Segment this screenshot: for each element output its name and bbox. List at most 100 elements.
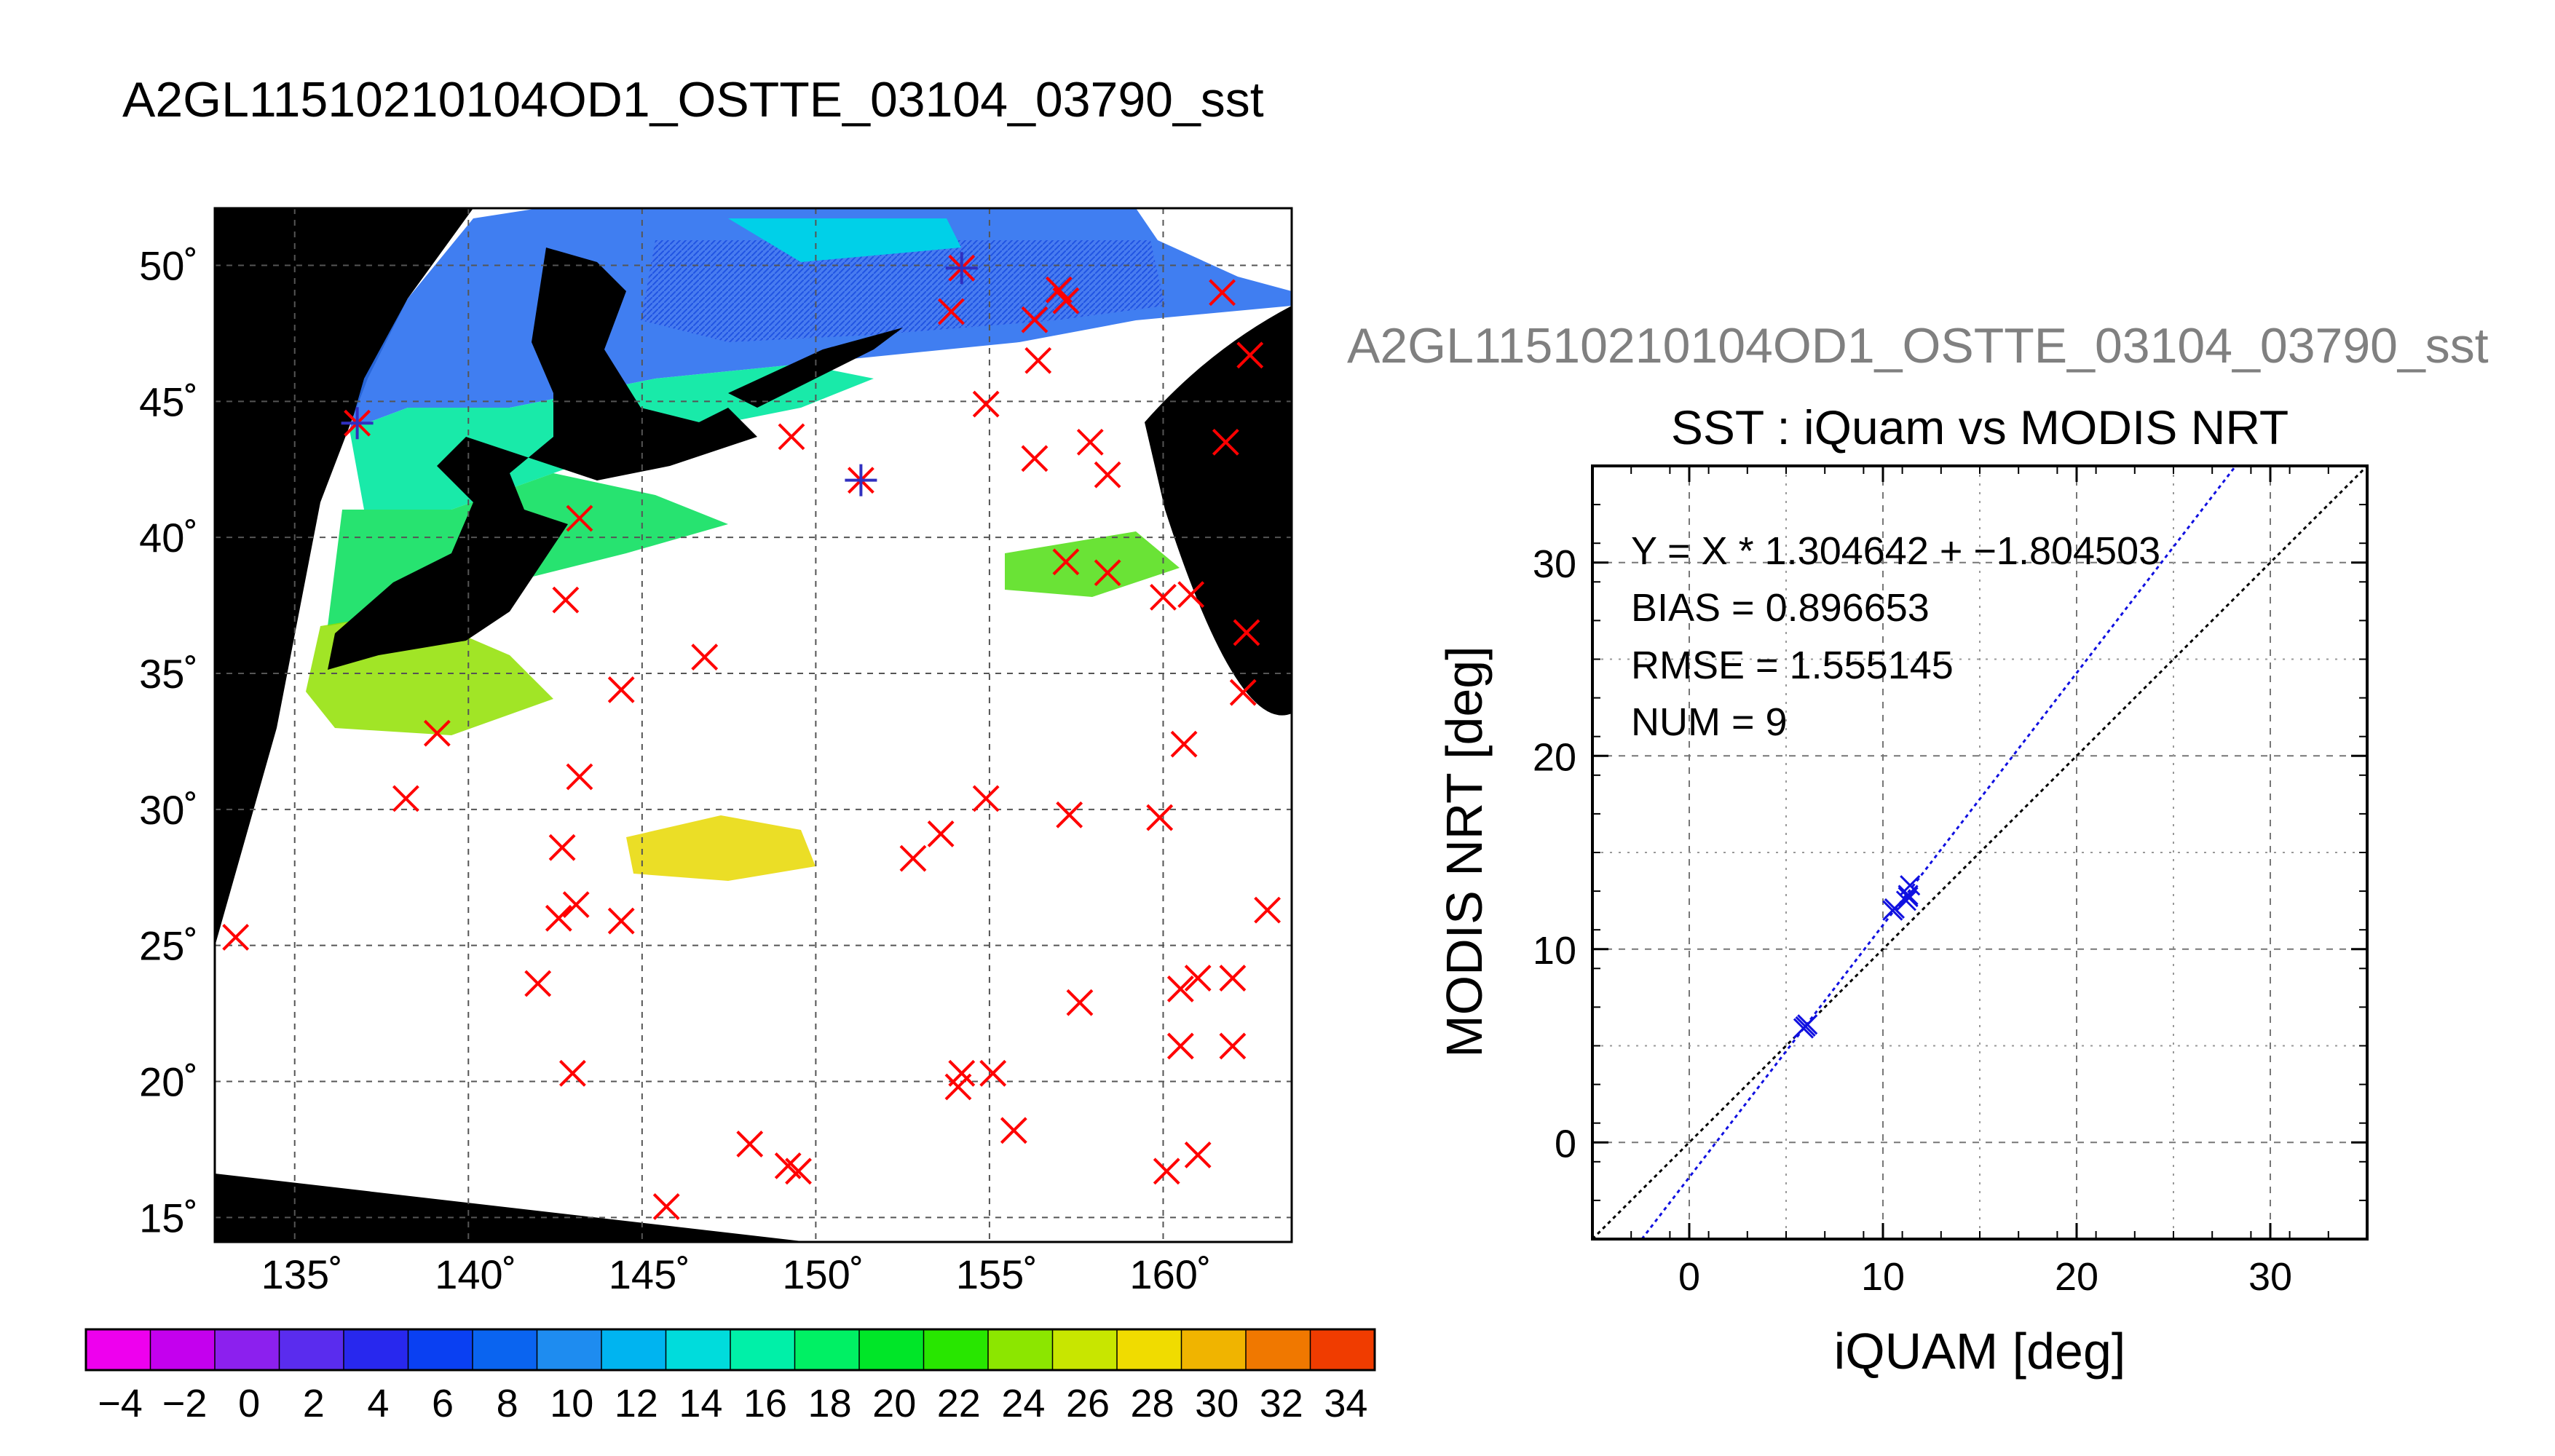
buoy-marker [972,390,1000,418]
colorbar-tick-label: 30 [1195,1382,1239,1425]
regression-fit-line [1640,465,2237,1240]
latitude-tick-label: 45˚ [139,379,198,424]
figure-title: A2GL11510210104OD1_OSTTE_03104_03790_sst [122,72,1264,127]
buoy-marker [1184,1142,1212,1168]
buoy-marker [1219,1032,1247,1060]
colorbar-tick-label: 28 [1131,1382,1174,1425]
longitude-tick-label: 145˚ [609,1251,690,1297]
scatter-point [1793,1018,1814,1039]
longitude-tick-label: 140˚ [435,1251,516,1297]
buoy-marker [1045,276,1073,304]
x-tick-label: 10 [1861,1255,1905,1299]
colorbar-tick-label: 8 [497,1382,518,1425]
buoy-marker [548,834,576,861]
buoy-marker [691,644,719,670]
colorbar-cell [923,1329,989,1370]
colorbar: −4 −2 0 2 4 6 8 10 12 14 16 18 20 22 24 26 28 30 32 34 [84,1328,1376,1425]
latitude-tick-label: 30˚ [139,787,198,833]
scatter-points [1793,875,1921,1039]
colorbar-cell [344,1329,409,1370]
colorbar-cell [537,1329,602,1370]
latitude-tick-label: 50˚ [139,242,198,288]
colorbar-cell [988,1329,1054,1370]
buoy-marker [948,1059,976,1087]
colorbar-labels: −4 −2 0 2 4 6 8 10 12 14 16 18 20 22 24 26 28 30 32 34 [98,1382,1367,1425]
stat-rmse: RMSE = 1.555145 [1631,644,1954,687]
map-imagery [215,208,1292,1242]
buoy-marker [1000,1117,1027,1144]
buoy-marker [607,676,635,703]
longitude-tick-label: 155˚ [956,1251,1038,1297]
identity-line [1591,464,2369,1241]
buoy-marker [979,1059,1007,1087]
y-axis-label: MODIS NRT [deg] [1436,646,1493,1057]
colorbar-cell [279,1329,344,1370]
colorbar-tick-label: 18 [808,1382,852,1425]
buoy-marker [558,1059,586,1087]
buoy-marker [222,924,250,951]
buoy-marker [736,1131,764,1158]
scatter-file-label: A2GL11510210104OD1_OSTTE_03104_03790_sst [1347,318,2489,373]
colorbar-cell [859,1329,925,1370]
colorbar-tick-label: 34 [1324,1382,1367,1425]
latitude-tick-label: 35˚ [139,651,198,697]
stat-equation: Y = X * 1.304642 + −1.804503 [1631,529,2160,573]
colorbar-tick-label: −4 [98,1382,143,1425]
buoy-marker [392,785,419,812]
buoy-marker [1229,678,1257,706]
buoy-marker [1052,287,1080,314]
colorbar-cell [215,1329,280,1370]
kuril-islands [728,328,903,408]
colorbar-tick-label: 26 [1066,1382,1110,1425]
buoy-marker [774,1152,802,1179]
scatter-point [1898,885,1919,906]
buoy-marker [524,970,552,997]
colorbar-cell [1310,1329,1375,1370]
longitude-labels: 135˚ 140˚ 145˚ 150˚ 155˚ 160˚ [261,1251,1212,1297]
colorbar-cell [730,1329,796,1370]
latitude-labels: 15˚ 20˚ 25˚ 30˚ 35˚ 40˚ 45˚ 50˚ [139,242,198,1241]
japan-land [328,248,757,670]
x-tick-label: 30 [2248,1255,2292,1299]
x-tick-label: 0 [1678,1255,1700,1299]
latitude-tick-label: 15˚ [139,1195,198,1241]
buoy-marker [899,844,927,872]
buoy-marker [1184,965,1212,992]
buoy-marker [562,891,590,919]
y-tick-label: 30 [1533,542,1576,586]
colorbar-cell [1246,1329,1311,1370]
buoy-marker [1056,801,1083,828]
colorbar-cell [1181,1329,1247,1370]
buoy-marker [1233,619,1260,646]
buoy-marker [1094,461,1121,488]
scatter-panel: A2GL11510210104OD1_OSTTE_03104_03790_sst… [1347,318,2489,1380]
buoy-marker [652,1193,680,1220]
colorbar-cell [794,1329,860,1370]
scatter-point [1895,890,1916,911]
colorbar-tick-label: 24 [1001,1382,1045,1425]
buoy-marker [423,719,451,747]
colorbar-cell [1052,1329,1118,1370]
sst-yellow-patch [626,815,816,881]
colorbar-tick-label: 14 [679,1382,722,1425]
stat-bias: BIAS = 0.896653 [1631,586,1930,630]
colorbar-tick-label: 32 [1260,1382,1303,1425]
scatter-ticks: 0 10 20 30 0 10 20 30 [1533,465,2368,1299]
buoy-marker [1177,581,1205,609]
buoy-marker [607,907,635,935]
colorbar-tick-label: −2 [162,1382,208,1425]
y-tick-label: 10 [1533,929,1576,973]
colorbar-cell [473,1329,538,1370]
buoy-marker [1146,804,1174,831]
colorbar-tick-label: 6 [432,1382,454,1425]
buoy-marker [1236,341,1264,369]
buoy-markers [222,252,1282,1220]
colorbar-cells [86,1329,1375,1370]
colorbar-tick-label: 10 [550,1382,593,1425]
latitude-tick-label: 20˚ [139,1059,198,1105]
sst-map-panel: 15˚ 20˚ 25˚ 30˚ 35˚ 40˚ 45˚ 50˚ 135˚ 140˚ 145˚ 150… [139,207,1293,1297]
longitude-tick-label: 135˚ [261,1251,343,1297]
latitude-tick-label: 40˚ [139,515,198,561]
x-tick-label: 20 [2055,1255,2098,1299]
